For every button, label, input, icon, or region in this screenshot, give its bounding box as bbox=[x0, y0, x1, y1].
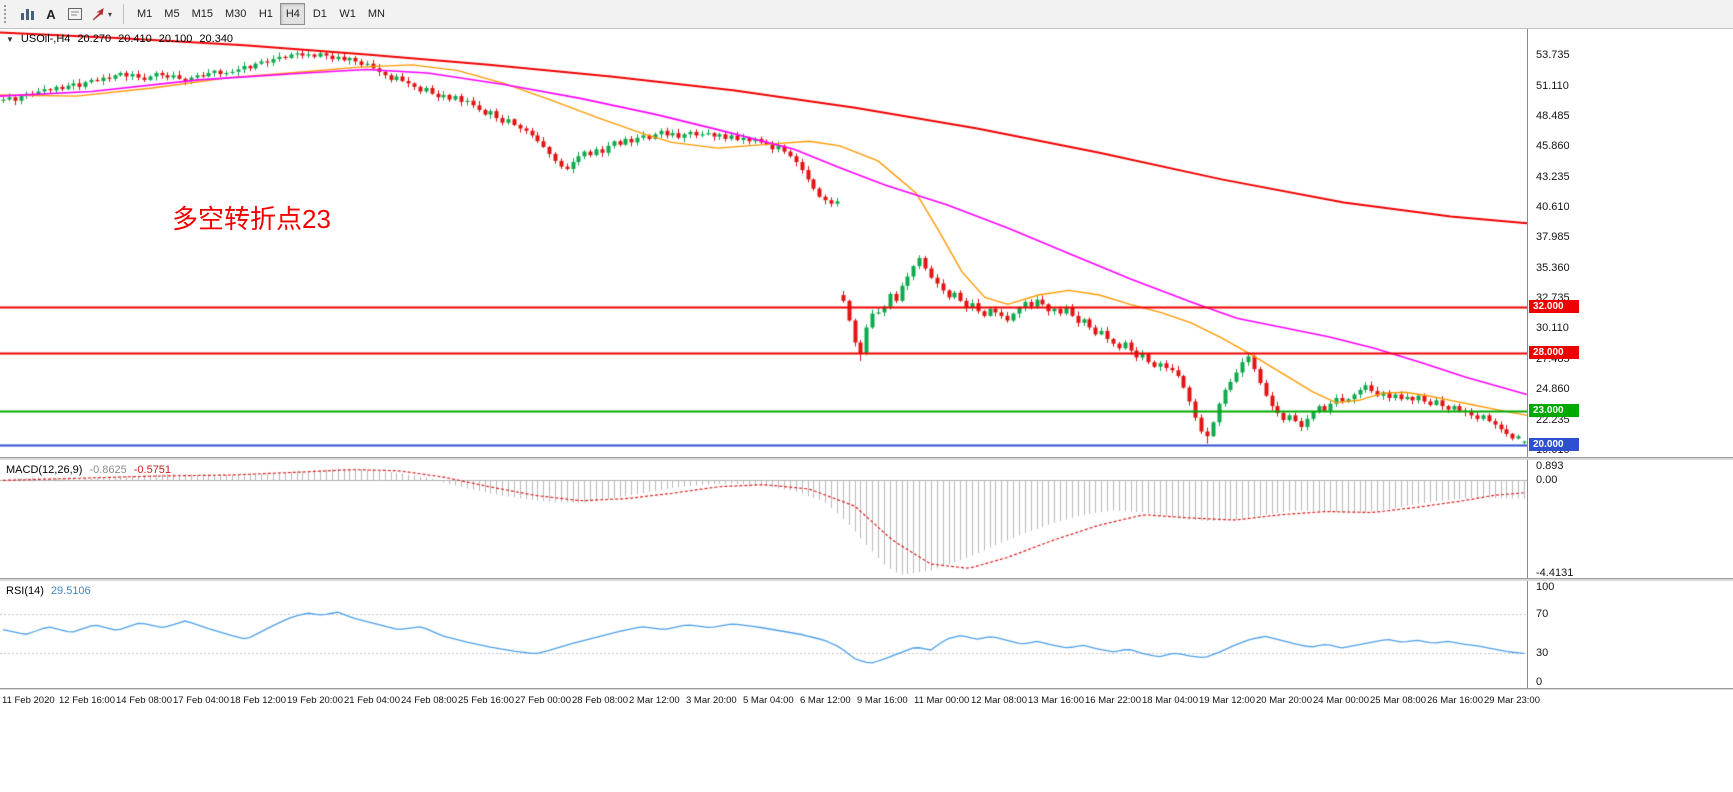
symbol-period: USOil-,H4 bbox=[20, 33, 71, 45]
ohlc-low: 20.100 bbox=[158, 33, 193, 45]
time-axis[interactable]: 11 Feb 2020 12 Feb 16:00 14 Feb 08:00 17 Fe… bbox=[0, 690, 1733, 712]
macd-tick: 0.893 bbox=[1536, 460, 1564, 472]
toolbar-grip[interactable] bbox=[4, 5, 10, 23]
bar-chart-icon-button[interactable] bbox=[15, 3, 39, 25]
price-scale[interactable]: 53.735 51.110 48.485 45.860 43.235 40.610 37.9… bbox=[1527, 29, 1733, 457]
price-tick: 43.235 bbox=[1536, 170, 1570, 183]
macd-scale: 0.893 0.00 -4.4131 bbox=[1527, 460, 1733, 579]
time-label: 24 Mar 00:00 bbox=[1313, 695, 1369, 706]
price-line-badge: 20.000 bbox=[1529, 438, 1579, 452]
rsi-tick: 100 bbox=[1536, 581, 1555, 593]
macd-label: MACD(12,26,9) -0.8625 -0.5751 bbox=[6, 464, 171, 476]
macd-tick: 0.00 bbox=[1536, 474, 1558, 487]
time-label: 2 Mar 12:00 bbox=[629, 695, 680, 706]
price-tick: 24.860 bbox=[1536, 383, 1570, 396]
price-line-badge: 23.000 bbox=[1529, 403, 1579, 417]
shapes-dropdown-button[interactable]: ▾ bbox=[87, 3, 116, 25]
macd-value-signal: -0.5751 bbox=[133, 464, 172, 476]
timeframe-button-m5[interactable]: M5 bbox=[159, 3, 184, 25]
time-label: 12 Feb 16:00 bbox=[59, 695, 115, 706]
timeframe-button-m15[interactable]: M15 bbox=[187, 3, 218, 25]
rsi-scale: 100 70 30 0 bbox=[1527, 581, 1733, 688]
pane-separator[interactable] bbox=[0, 688, 1733, 690]
price-tick: 37.985 bbox=[1536, 231, 1570, 244]
price-tick: 48.485 bbox=[1536, 109, 1570, 122]
toolbar-separator bbox=[123, 4, 125, 24]
time-label: 28 Feb 08:00 bbox=[572, 695, 628, 706]
time-label: 9 Mar 16:00 bbox=[857, 695, 908, 706]
time-label: 25 Feb 16:00 bbox=[458, 695, 514, 706]
time-label: 12 Mar 08:00 bbox=[971, 695, 1027, 706]
rsi-pane: RSI(14) 29.5106 100 70 30 0 bbox=[0, 581, 1733, 688]
timeframe-button-d1[interactable]: D1 bbox=[307, 3, 332, 25]
price-pane: ▼ USOil-,H4 20.270 20.410 20.100 20.340 … bbox=[0, 29, 1733, 457]
price-tick: 51.110 bbox=[1536, 79, 1569, 92]
time-label: 16 Mar 22:00 bbox=[1085, 695, 1141, 706]
time-label: 13 Mar 16:00 bbox=[1028, 695, 1084, 706]
price-tick: 53.735 bbox=[1536, 49, 1570, 62]
rsi-value: 29.5106 bbox=[50, 585, 91, 597]
time-label: 5 Mar 04:00 bbox=[743, 695, 794, 706]
time-label: 11 Mar 00:00 bbox=[914, 695, 970, 706]
expand-triangle-icon[interactable]: ▼ bbox=[6, 34, 14, 44]
price-chart-canvas[interactable] bbox=[0, 29, 1527, 457]
time-label: 25 Mar 08:00 bbox=[1370, 695, 1426, 706]
timeframe-button-h4[interactable]: H4 bbox=[280, 3, 306, 25]
macd-chart-canvas[interactable] bbox=[0, 460, 1527, 578]
time-label: 17 Feb 04:00 bbox=[173, 695, 229, 706]
time-label: 11 Feb 2020 bbox=[2, 695, 55, 706]
text-label-icon: A bbox=[46, 6, 56, 22]
time-label: 3 Mar 20:00 bbox=[686, 695, 737, 706]
timeframe-button-m30[interactable]: M30 bbox=[220, 3, 251, 25]
time-label: 24 Feb 08:00 bbox=[401, 695, 457, 706]
time-label: 14 Feb 08:00 bbox=[116, 695, 172, 706]
price-tick: 35.360 bbox=[1536, 261, 1570, 274]
rsi-tick: 70 bbox=[1536, 608, 1549, 621]
price-line-badge: 28.000 bbox=[1529, 345, 1579, 359]
text-box-icon bbox=[68, 8, 82, 20]
time-label: 20 Mar 20:00 bbox=[1256, 695, 1312, 706]
macd-name: MACD(12,26,9) bbox=[6, 464, 83, 476]
time-label: 26 Mar 16:00 bbox=[1427, 695, 1483, 706]
ohlc-open: 20.270 bbox=[77, 33, 112, 45]
text-label-icon-button[interactable]: A bbox=[39, 3, 63, 25]
ohlc-high: 20.410 bbox=[118, 33, 152, 45]
annotation-text[interactable]: 多空转折点23 bbox=[172, 204, 331, 234]
rsi-tick: 30 bbox=[1536, 646, 1549, 659]
macd-tick: -4.4131 bbox=[1536, 567, 1574, 579]
timeframe-group: M1 M5 M15 M30 H1 H4 D1 W1 MN bbox=[131, 3, 391, 25]
time-label: 19 Mar 12:00 bbox=[1199, 695, 1255, 706]
rsi-chart-canvas[interactable] bbox=[0, 581, 1527, 688]
rsi-name: RSI(14) bbox=[6, 585, 44, 597]
time-label: 18 Feb 12:00 bbox=[230, 695, 286, 706]
price-tick: 45.860 bbox=[1536, 140, 1570, 153]
bar-chart-icon bbox=[21, 9, 34, 20]
chevron-down-icon: ▾ bbox=[108, 9, 113, 19]
text-box-icon-button[interactable] bbox=[63, 3, 87, 25]
timeframe-button-h1[interactable]: H1 bbox=[253, 3, 278, 25]
time-label: 21 Feb 04:00 bbox=[344, 695, 400, 706]
pane-separator[interactable] bbox=[0, 578, 1733, 581]
ohlc-close: 20.340 bbox=[199, 33, 234, 45]
rsi-tick: 0 bbox=[1536, 676, 1543, 688]
time-label: 19 Feb 20:00 bbox=[287, 695, 343, 706]
timeframe-button-m1[interactable]: M1 bbox=[132, 3, 157, 25]
chart-title: ▼ USOil-,H4 20.270 20.410 20.100 20.340 bbox=[6, 33, 233, 45]
time-label: 6 Mar 12:00 bbox=[800, 695, 851, 706]
time-label: 18 Mar 04:00 bbox=[1142, 695, 1198, 706]
price-tick: 40.610 bbox=[1536, 201, 1570, 214]
pane-separator[interactable] bbox=[0, 457, 1733, 460]
timeframe-button-w1[interactable]: W1 bbox=[334, 3, 361, 25]
price-line-badge: 32.000 bbox=[1529, 299, 1579, 313]
macd-pane: MACD(12,26,9) -0.8625 -0.5751 0.893 0.00 -… bbox=[0, 460, 1733, 579]
toolbar: A ▾ M1 M5 M15 M30 H1 H4 D1 W1 MN bbox=[0, 0, 1733, 29]
macd-value-main: -0.8625 bbox=[89, 464, 127, 476]
time-label: 29 Mar 23:00 bbox=[1484, 695, 1540, 706]
arrow-shape-icon bbox=[92, 7, 104, 20]
timeframe-button-mn[interactable]: MN bbox=[363, 3, 390, 25]
time-label: 27 Feb 00:00 bbox=[515, 695, 571, 706]
rsi-label: RSI(14) 29.5106 bbox=[6, 585, 91, 597]
price-tick: 30.110 bbox=[1536, 322, 1569, 335]
